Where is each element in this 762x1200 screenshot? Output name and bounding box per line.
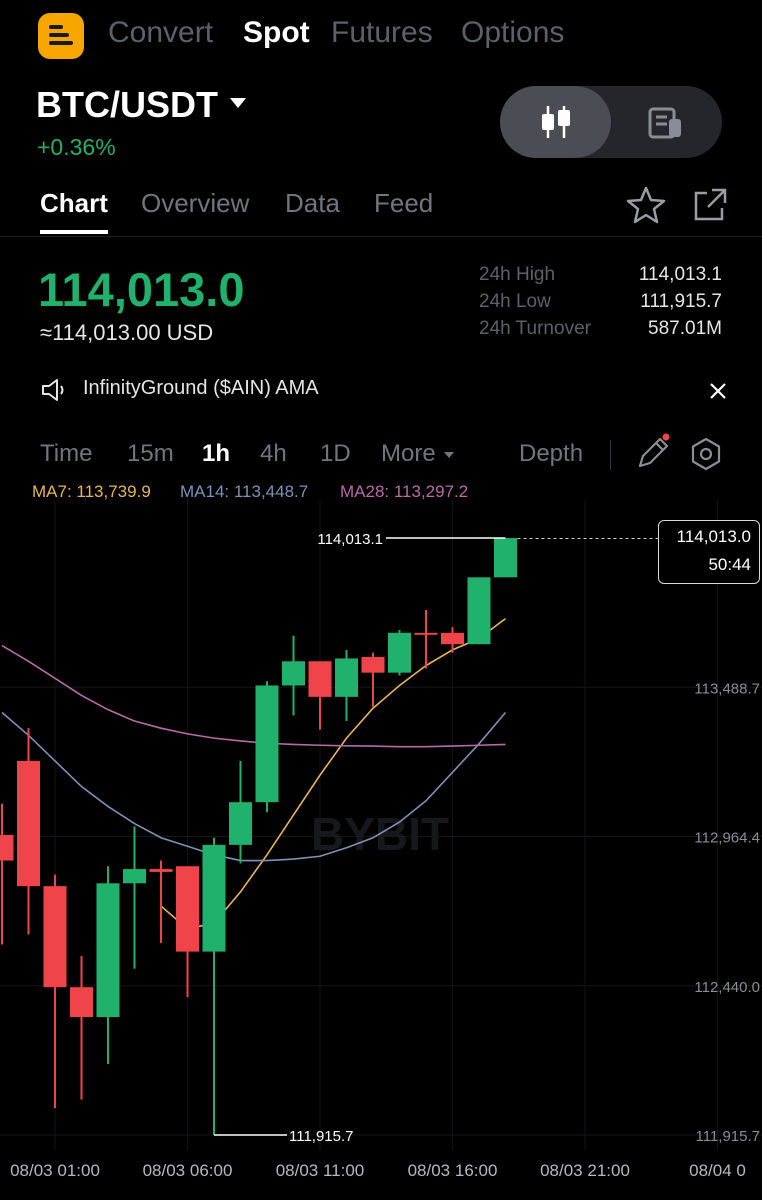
candle-body <box>414 632 438 635</box>
nav-spot[interactable]: Spot <box>243 16 310 49</box>
star-icon[interactable] <box>626 185 666 225</box>
candle-body <box>467 577 491 645</box>
interval-4h[interactable]: 4h <box>260 440 287 467</box>
pair-selector[interactable]: BTC/USDT <box>36 84 218 125</box>
candle-body <box>229 802 252 845</box>
current-price-label: 114,013.0 <box>676 527 751 546</box>
candle-body <box>202 844 226 952</box>
interval-more[interactable]: More <box>381 440 436 467</box>
stat-low-label: 24h Low <box>479 291 551 312</box>
announcement-text[interactable]: InfinityGround ($AIN) AMA <box>83 377 319 399</box>
x-tick-label: 08/03 06:00 <box>143 1161 233 1180</box>
interval-time[interactable]: Time <box>40 440 93 467</box>
divider <box>0 236 762 237</box>
draw-pencil-icon[interactable] <box>634 432 674 472</box>
ma28-line <box>1 644 506 748</box>
ma14-label: MA14: 113,448.7 <box>180 482 309 501</box>
candle-body <box>361 657 385 673</box>
y-tick-label: 113,488.7 <box>694 680 760 697</box>
x-tick-label: 08/03 21:00 <box>540 1161 630 1180</box>
nav-options[interactable]: Options <box>461 16 565 49</box>
candle-body <box>70 987 93 1018</box>
bybit-logo-icon[interactable] <box>38 13 84 59</box>
low-marker-label: 111,915.7 <box>289 1128 354 1145</box>
chevron-down-icon[interactable] <box>230 98 246 108</box>
candle-body <box>494 538 517 578</box>
x-tick-label: 08/03 11:00 <box>276 1161 365 1180</box>
candlestick-icon <box>542 106 570 138</box>
last-price: 114,013.0 <box>38 263 245 316</box>
x-tick-label: 08/03 01:00 <box>10 1161 100 1180</box>
tab-data[interactable]: Data <box>285 188 340 218</box>
usd-equivalent: ≈114,013.00 USD <box>40 320 214 345</box>
orderbook-view-icon[interactable] <box>611 86 722 158</box>
candle-body <box>335 658 358 697</box>
high-marker-label: 114,013.1 <box>317 531 383 548</box>
stat-turnover-label: 24h Turnover <box>479 318 591 339</box>
candle-body <box>255 685 279 803</box>
nav-convert[interactable]: Convert <box>108 16 214 49</box>
settings-icon[interactable] <box>688 436 724 472</box>
candle-body <box>149 869 173 872</box>
y-tick-label: 112,964.4 <box>694 830 760 847</box>
y-tick-label: 112,440.0 <box>694 979 760 996</box>
candle-body <box>388 632 411 673</box>
tab-overview[interactable]: Overview <box>141 188 250 218</box>
x-tick-label: 08/04 0 <box>689 1161 746 1180</box>
stat-high-value: 114,013.1 <box>638 264 722 285</box>
nav-futures[interactable]: Futures <box>331 16 433 49</box>
candle-body <box>43 886 67 988</box>
interval-15m[interactable]: 15m <box>127 440 174 467</box>
stat-low-value: 111,915.7 <box>640 291 722 312</box>
price-change: +0.36% <box>37 134 116 160</box>
view-toggle[interactable] <box>500 86 722 158</box>
ma14-line <box>1 711 507 862</box>
interval-1d[interactable]: 1D <box>320 440 351 467</box>
candle-body <box>96 883 120 1018</box>
candle-body <box>282 661 305 686</box>
stat-high-label: 24h High <box>479 264 556 285</box>
x-tick-label: 08/03 16:00 <box>408 1161 498 1180</box>
current-price-box: 114,013.0 50:44 <box>658 520 760 584</box>
candle-body <box>176 866 199 952</box>
y-tick-label: 111,915.7 <box>695 1128 760 1145</box>
tab-feed[interactable]: Feed <box>374 188 434 218</box>
interval-1h[interactable]: 1h <box>202 440 231 467</box>
candle-body <box>441 632 464 645</box>
ma7-label: MA7: 113,739.9 <box>32 482 151 501</box>
stat-turnover-value: 587.01M <box>648 318 722 339</box>
share-icon[interactable] <box>690 185 730 225</box>
candle-body <box>17 760 40 887</box>
close-icon[interactable] <box>708 381 728 401</box>
candle-body <box>308 661 332 697</box>
candlestick-view-button[interactable] <box>500 86 611 158</box>
depth-button[interactable]: Depth <box>519 440 584 467</box>
countdown-label: 50:44 <box>708 555 751 574</box>
speaker-icon <box>42 379 64 401</box>
tab-indicator <box>40 230 108 234</box>
divider <box>610 440 611 470</box>
candle-body <box>123 869 146 884</box>
ma28-label: MA28: 113,297.2 <box>340 482 469 501</box>
candle-body <box>0 834 14 861</box>
caret-down-icon <box>444 452 454 458</box>
candlestick-chart[interactable]: BYBIT 113,488.7112,964.4112,440.0111,915… <box>0 500 762 1200</box>
tab-chart[interactable]: Chart <box>40 188 108 218</box>
